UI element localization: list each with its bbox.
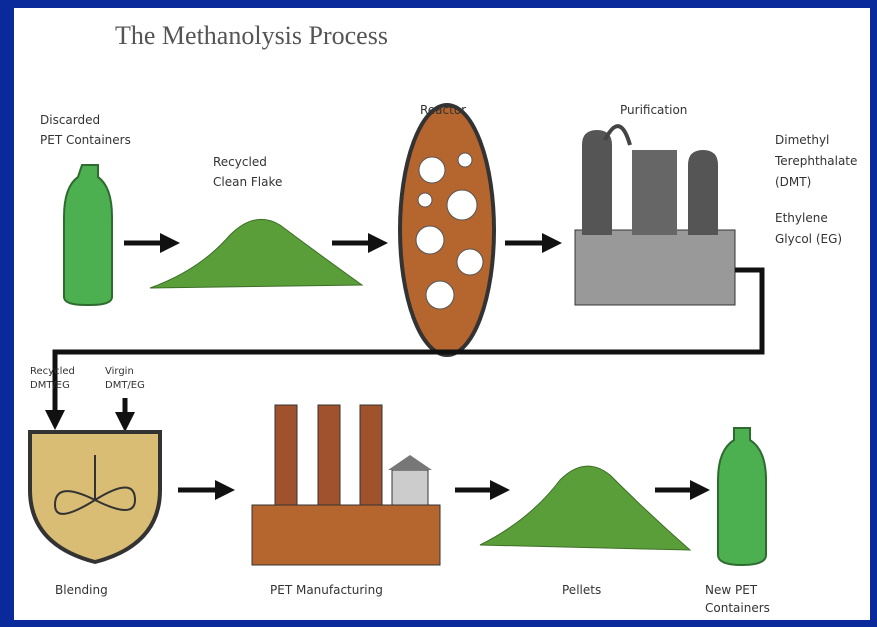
title: The Methanolysis Process xyxy=(115,21,388,50)
new-bottle xyxy=(718,428,766,565)
label: Clean Flake xyxy=(213,175,282,189)
label: Pellets xyxy=(562,583,601,597)
label: New PET xyxy=(705,583,758,597)
label: Containers xyxy=(705,601,770,615)
label: Reactor xyxy=(420,103,466,117)
label: PET Manufacturing xyxy=(270,583,383,597)
label: Blending xyxy=(55,583,108,597)
label: DMT/EG xyxy=(105,380,145,391)
label: Terephthalate xyxy=(774,154,857,168)
label: Discarded xyxy=(40,113,100,127)
diagram: The Methanolysis Process Discarded PET xyxy=(0,0,877,627)
bottle xyxy=(64,165,112,305)
label: Glycol (EG) xyxy=(775,232,842,246)
label: Recycled xyxy=(213,155,267,169)
reactor xyxy=(400,105,494,355)
label: DMT/EG xyxy=(30,380,70,391)
label: Virgin xyxy=(105,366,134,377)
label: Ethylene xyxy=(775,211,828,225)
label: Dimethyl xyxy=(775,133,829,147)
label: Recycled xyxy=(30,366,75,377)
label: Purification xyxy=(620,103,687,117)
label: PET Containers xyxy=(40,133,131,147)
label: (DMT) xyxy=(775,175,811,189)
purification-unit xyxy=(575,126,735,305)
